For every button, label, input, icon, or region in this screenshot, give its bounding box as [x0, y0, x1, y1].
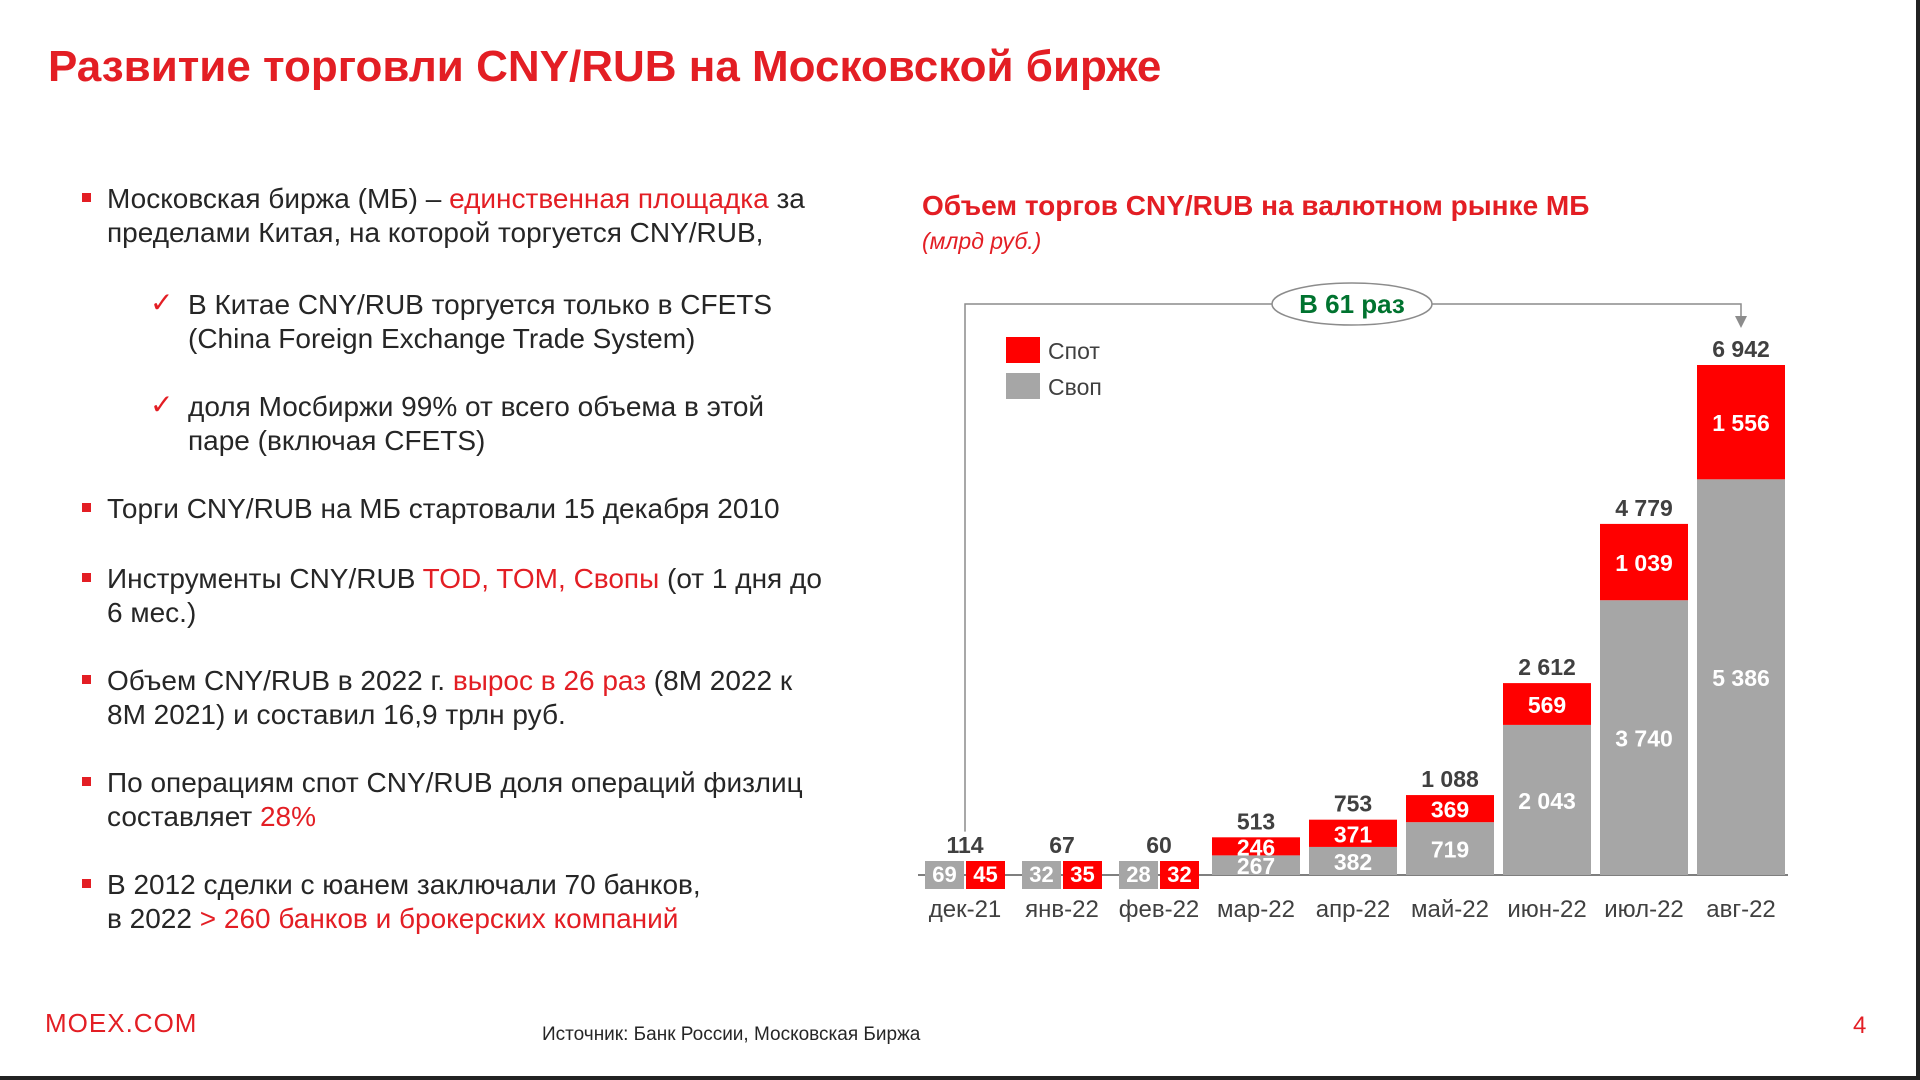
bar-total-value: 6 942	[1712, 336, 1770, 362]
bar-swap-value: 267	[1237, 853, 1275, 879]
bullet-volume-growth: Объем CNY/RUB в 2022 г. вырос в 26 раз (…	[80, 664, 830, 732]
bar-spot	[1406, 795, 1494, 823]
bar-swap-value: 3 740	[1615, 726, 1673, 752]
x-tick-label: фев-22	[1119, 896, 1200, 923]
bullet-text: (8M 2022 к 8M 2021) и составил 16,9 трлн…	[107, 665, 793, 730]
slide-border-bottom	[0, 1076, 1920, 1080]
bar-total-value: 60	[1146, 832, 1172, 858]
checkmark-icon: ✓	[150, 389, 174, 420]
bar-swap	[1600, 600, 1688, 875]
bullet-text: (от 1 дня до 6 мес.)	[107, 563, 822, 628]
slide-title: Развитие торговли CNY/RUB на Московской …	[48, 42, 1162, 91]
bullet-list: Московская биржа (МБ) – единственная пло…	[80, 182, 830, 970]
bar-swap	[1406, 822, 1494, 875]
bar-spot-value: 369	[1431, 797, 1469, 823]
bullet-instruments: Инструменты CNY/RUB TOD, TOM, Свопы (от …	[80, 562, 830, 630]
bar-total-value: 753	[1334, 791, 1372, 817]
bar-spot-value: 1 556	[1712, 410, 1770, 436]
subbullet-share: ✓ доля Мосбиржи 99% от всего объема в эт…	[80, 389, 830, 458]
x-tick-label: мар-22	[1217, 896, 1295, 923]
bar-swap-value: 28	[1126, 862, 1150, 887]
bar-spot	[966, 861, 1005, 889]
bullet-text: Объем CNY/RUB в 2022 г.	[107, 665, 453, 696]
growth-annotation-bubble	[1271, 282, 1433, 326]
bullet-text: за пределами Китая, на которой торгуется…	[107, 183, 805, 248]
chart-title: Объем торгов CNY/RUB на валютном рынке М…	[922, 190, 1590, 221]
bar-spot-value: 35	[1070, 862, 1094, 887]
bar-spot	[1063, 861, 1102, 889]
bar-total-value: 1 088	[1421, 766, 1479, 792]
x-tick-label: янв-22	[1025, 896, 1099, 923]
bar-spot-value: 569	[1528, 692, 1566, 718]
bullet-highlight: вырос в 26 раз	[452, 665, 647, 696]
bar-spot	[1160, 861, 1199, 889]
bar-swap	[1503, 724, 1591, 875]
bullet-text: По операциям спот CNY/RUB доля операций …	[107, 767, 803, 832]
page-number: 4	[1853, 1012, 1867, 1039]
x-tick-label: авг-22	[1706, 896, 1776, 923]
bar-total-value: 2 612	[1518, 654, 1576, 680]
bar-spot	[1503, 683, 1591, 725]
bullet-banks: В 2012 сделки с юанем заключали 70 банко…	[80, 868, 830, 936]
bar-swap	[1119, 861, 1158, 889]
subbullet-text: доля Мосбиржи 99% от всего объема в этой…	[188, 391, 765, 456]
x-tick-label: апр-22	[1316, 896, 1390, 923]
x-tick-label: июл-22	[1604, 896, 1684, 923]
bar-swap-value: 382	[1334, 849, 1372, 875]
source-note: Источник: Банк России, Московская Биржа	[542, 1024, 921, 1045]
bar-swap-value: 5 386	[1712, 665, 1770, 691]
bar-swap	[1697, 479, 1785, 875]
bar-swap	[1309, 846, 1397, 875]
bar-spot	[1212, 837, 1300, 856]
bar-swap-value: 69	[932, 862, 956, 887]
bar-swap	[1212, 855, 1300, 875]
bullet-highlight: > 260 банков и брокерских компаний	[199, 903, 679, 934]
growth-arrow-icon	[1735, 316, 1747, 328]
legend-swap-swatch	[1006, 373, 1040, 399]
bar-spot-value: 371	[1334, 821, 1373, 847]
bullet-start-date: Торги CNY/RUB на МБ стартовали 15 декабр…	[80, 492, 830, 526]
bullet-text: В 2012 сделки с юанем заключали 70 банко…	[107, 869, 701, 900]
bar-total-value: 4 779	[1615, 495, 1673, 521]
bullet-exclusive-venue: Московская биржа (МБ) – единственная пло…	[80, 182, 830, 250]
x-tick-label: май-22	[1411, 896, 1489, 923]
bullet-text: Торги CNY/RUB на МБ стартовали 15 декабр…	[107, 493, 780, 524]
legend-spot-label: Спот	[1048, 338, 1100, 364]
bullet-highlight: единственная площадка	[449, 183, 769, 214]
bullet-retail-share: По операциям спот CNY/RUB доля операций …	[80, 766, 830, 834]
moex-logo: MOEX.COM	[45, 1008, 198, 1038]
bar-spot-value: 45	[973, 862, 997, 887]
slide-border-right	[1916, 0, 1920, 1080]
bar-total-value: 513	[1237, 808, 1275, 834]
bullet-text: Московская биржа (МБ) –	[107, 183, 450, 214]
growth-annotation-label: В 61 раз	[1299, 289, 1405, 319]
bullet-text: Инструменты CNY/RUB	[107, 563, 423, 594]
bar-swap-value: 32	[1029, 862, 1053, 887]
bar-total-value: 67	[1049, 832, 1075, 858]
chart-subtitle: (млрд руб.)	[922, 228, 1042, 254]
bar-swap	[1022, 861, 1061, 889]
bar-spot-value: 32	[1167, 862, 1191, 887]
x-tick-label: дек-21	[929, 896, 1002, 923]
bar-spot	[1309, 819, 1397, 847]
bullet-text: в 2022	[107, 903, 200, 934]
bar-total-value: 114	[946, 832, 983, 858]
legend-spot-swatch	[1006, 337, 1040, 363]
x-tick-label: июн-22	[1507, 896, 1586, 923]
bar-spot-value: 1 039	[1615, 550, 1673, 576]
bar-spot-value: 246	[1237, 834, 1275, 860]
subbullet-cfets: ✓ В Китае CNY/RUB торгуется только в CFE…	[80, 287, 830, 356]
bullet-highlight: TOD, TOM, Свопы	[422, 563, 660, 594]
checkmark-icon: ✓	[150, 287, 174, 318]
bar-swap-value: 719	[1431, 837, 1469, 863]
bar-spot	[1697, 365, 1785, 480]
subbullet-text: В Китае CNY/RUB торгуется только в CFETS…	[188, 289, 773, 354]
bullet-highlight: 28%	[259, 801, 316, 832]
bar-swap	[925, 861, 964, 889]
bar-spot	[1600, 523, 1688, 601]
bar-swap-value: 2 043	[1518, 788, 1576, 814]
legend-swap-label: Своп	[1048, 374, 1102, 400]
